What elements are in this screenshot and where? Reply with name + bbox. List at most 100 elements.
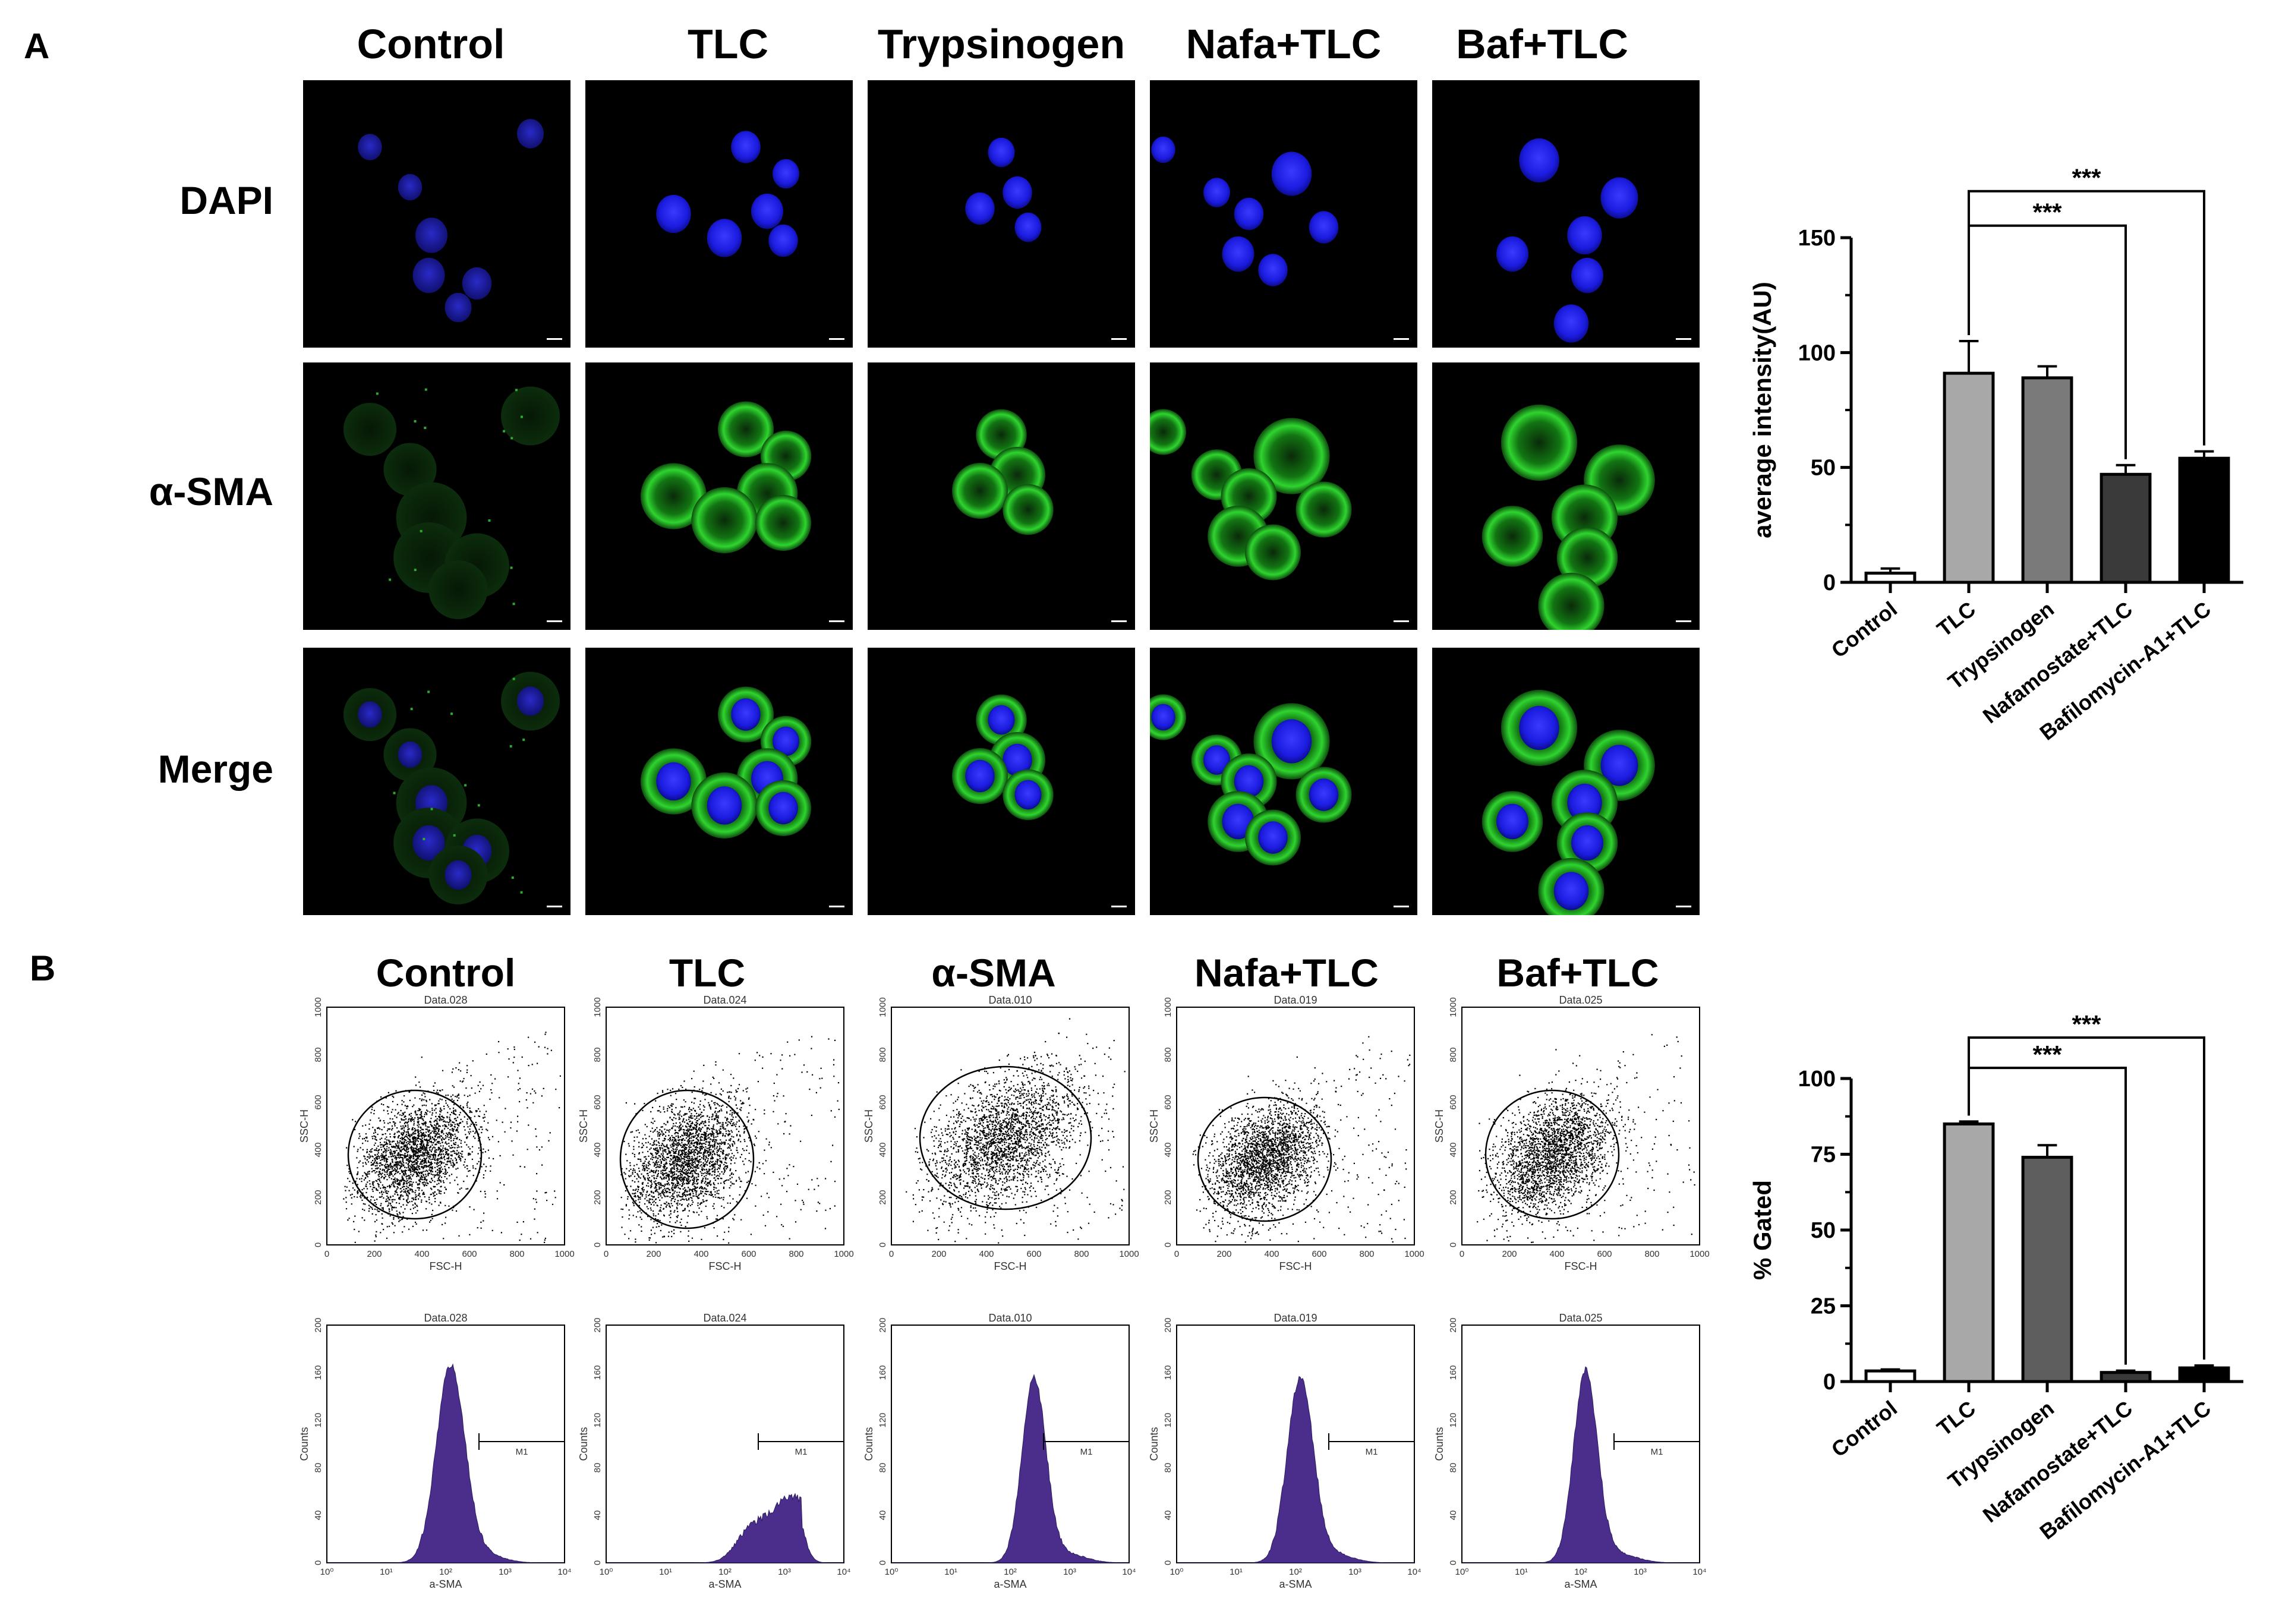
y-tick-label: 0	[1823, 1370, 1836, 1395]
scatter-xtick: 600	[1597, 1249, 1612, 1259]
nucleus	[358, 134, 382, 160]
scatter-frame	[606, 1007, 844, 1245]
speckle	[520, 415, 523, 418]
scatter-plot-trypsinogen: Data.010 FSC-H SSC-H 00 200 200 400 400 600 600 80…	[863, 994, 1139, 1272]
scatter-xtick: 0	[604, 1249, 609, 1259]
bar-trypsinogen	[2021, 1156, 2073, 1383]
histogram-baf-tlc: Data.025 a-SMA Counts 10⁰ 10¹ 10² 10³ 10⁴ 0 40 80 1…	[1433, 1312, 1707, 1590]
sma-signal	[951, 462, 1008, 519]
histogram-title: Data.028	[424, 1312, 467, 1324]
sma-signal	[1501, 404, 1578, 481]
column-title-baf-tlc: Baf+TLC	[1456, 21, 1628, 67]
nucleus	[707, 219, 742, 257]
histogram-xtick: 10⁰	[1455, 1567, 1469, 1577]
speckle	[509, 745, 512, 748]
micrograph-dapi-control	[303, 80, 570, 348]
nucleus	[988, 137, 1015, 168]
histogram-xtick: 10³	[1348, 1567, 1361, 1577]
speckle	[376, 392, 379, 395]
micrograph-merge-tlc	[585, 648, 853, 915]
nucleus	[517, 119, 544, 149]
speckle	[423, 837, 425, 840]
column-title-trypsinogen: Trypsinogen	[878, 21, 1125, 67]
scatter-xtick: 200	[367, 1249, 382, 1259]
scatter-xtick: 400	[979, 1249, 994, 1259]
speckle	[464, 784, 467, 787]
speckle	[414, 569, 417, 572]
sma-signal	[1295, 481, 1352, 538]
nucleus	[656, 194, 691, 234]
scatter-xtick: 400	[414, 1249, 429, 1259]
histogram-title: Data.025	[1559, 1312, 1602, 1324]
gate-m1-label: M1	[795, 1447, 808, 1457]
column-title-tlc: TLC	[688, 21, 768, 67]
histogram-ytick: 40	[592, 1511, 603, 1521]
nucleus	[1519, 138, 1559, 183]
scatter-xtick: 1000	[1689, 1249, 1709, 1259]
nucleus	[1151, 136, 1175, 163]
nucleus	[1271, 719, 1312, 764]
micrograph-merge-nafa-tlc	[1150, 648, 1417, 915]
sma-signal	[640, 463, 707, 529]
scatter-xtick: 400	[694, 1249, 708, 1259]
speckle	[477, 804, 480, 807]
scale-bar	[829, 906, 844, 907]
nucleus	[412, 257, 445, 294]
nucleus	[445, 860, 472, 890]
scatter-xtick: 600	[741, 1249, 756, 1259]
histogram-xlabel: a-SMA	[994, 1578, 1026, 1590]
scatter-ytick: 600	[1448, 1095, 1458, 1109]
scatter-ytick: 0	[1163, 1243, 1173, 1247]
scatter-ytick: 400	[878, 1142, 888, 1157]
fc-title-control: Control	[376, 951, 516, 995]
row-title-merge: Merge	[158, 747, 273, 791]
speckle	[511, 876, 514, 879]
nucleus	[1234, 197, 1264, 231]
nucleus	[1600, 745, 1638, 786]
speckle	[520, 891, 523, 894]
nucleus	[1203, 178, 1230, 207]
scatter-ylabel: SSC-H	[1433, 1109, 1445, 1143]
panel-a-row-titles: DAPI α-SMA Merge	[149, 178, 273, 791]
nucleus	[656, 762, 691, 801]
scatter-ytick: 800	[878, 1047, 888, 1062]
scale-bar	[547, 906, 562, 907]
micrograph-background	[1150, 648, 1417, 915]
error-bar	[1959, 340, 1979, 374]
scatter-events	[1192, 1036, 1411, 1243]
scatter-ytick: 1000	[1448, 997, 1458, 1017]
y-tick-label: 0	[1823, 570, 1836, 595]
histogram-ytick: 160	[1448, 1365, 1458, 1380]
bar-control	[1864, 1369, 1916, 1383]
micrograph-background	[1432, 80, 1700, 348]
scatter-title: Data.019	[1274, 994, 1317, 1006]
histogram-frame	[606, 1325, 844, 1563]
micrograph-dapi-nafa-tlc	[1150, 80, 1417, 348]
nucleus	[1014, 780, 1042, 810]
scatter-ytick: 400	[1448, 1142, 1458, 1157]
fc-title-baf-tlc: Baf+TLC	[1496, 951, 1659, 995]
nucleus	[1258, 821, 1288, 854]
nucleus	[1003, 743, 1032, 777]
bar-chart-intensity: 0 50 100 150 average intensity(AU) Control TLC…	[1748, 164, 2243, 745]
y-tick-label: 100	[1798, 340, 1836, 365]
scatter-frame	[1176, 1007, 1415, 1245]
micrograph-sma-baf-tlc	[1432, 362, 1700, 630]
scatter-ytick: 0	[878, 1243, 888, 1247]
gate-ellipse	[619, 1089, 755, 1229]
speckle	[522, 738, 525, 741]
histogram-ytick: 80	[1448, 1463, 1458, 1473]
y-tick-label: 75	[1811, 1143, 1836, 1168]
histogram-ytick: 120	[592, 1412, 603, 1427]
histogram-xtick: 10²	[718, 1567, 732, 1577]
bar-nafamostate-tlc	[2100, 1371, 2152, 1383]
histogram-ytick: 200	[592, 1317, 603, 1332]
histogram-xtick: 10⁴	[1122, 1567, 1136, 1577]
gate-m1-label: M1	[1366, 1447, 1378, 1457]
nucleus	[1014, 212, 1042, 242]
y-axis-label: average intensity(AU)	[1748, 282, 1776, 538]
speckle	[510, 437, 513, 440]
scatter-ylabel: SSC-H	[298, 1109, 310, 1143]
scatter-xtick: 200	[1216, 1249, 1231, 1259]
